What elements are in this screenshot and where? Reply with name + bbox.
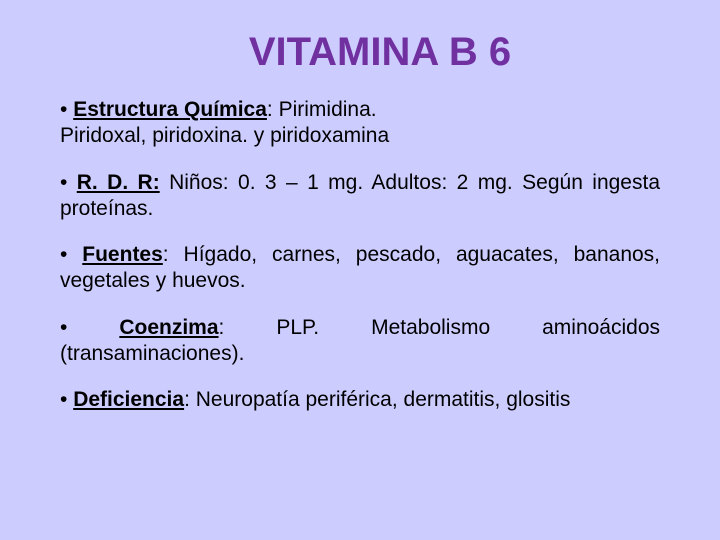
bullet-label: Deficiencia	[73, 388, 184, 411]
bullet-item: • Estructura Química: Pirimidina. Pirido…	[60, 97, 660, 150]
bullet-label: Coenzima	[119, 316, 218, 339]
bullet-item: • Deficiencia: Neuropatía periférica, de…	[60, 387, 660, 413]
bullet-text-line2: Piridoxal, piridoxina. y piridoxamina	[60, 124, 389, 147]
bullet-marker: •	[60, 171, 77, 194]
bullet-text: : Pirimidina.	[267, 98, 377, 121]
bullet-item: • R. D. R: Niños: 0. 3 – 1 mg. Adultos: …	[60, 170, 660, 223]
bullet-item: • Coenzima: PLP. Metabolismo aminoácidos…	[60, 315, 660, 368]
bullet-marker: •	[60, 243, 82, 266]
bullet-label: R. D. R:	[77, 171, 160, 194]
bullet-marker: •	[60, 388, 73, 411]
bullet-item: • Fuentes: Hígado, carnes, pescado, agua…	[60, 242, 660, 295]
bullet-label: Fuentes	[82, 243, 163, 266]
bullet-marker: •	[60, 316, 119, 339]
page-title: VITAMINA B 6	[100, 30, 660, 75]
bullet-text: : Neuropatía periférica, dermatitis, glo…	[184, 388, 570, 411]
bullet-label: Estructura Química	[73, 98, 267, 121]
bullet-marker: •	[60, 98, 73, 121]
